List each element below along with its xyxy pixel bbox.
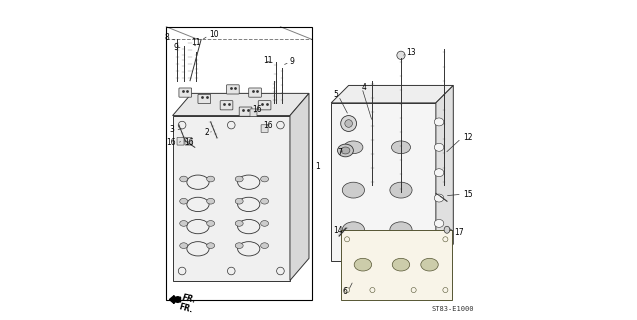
Ellipse shape <box>341 147 350 154</box>
Text: 14: 14 <box>333 226 343 235</box>
Text: 9: 9 <box>173 43 178 52</box>
Circle shape <box>345 120 352 127</box>
Ellipse shape <box>444 226 450 233</box>
Ellipse shape <box>180 198 188 204</box>
Ellipse shape <box>235 243 243 249</box>
Text: 1: 1 <box>315 163 320 172</box>
Text: 13: 13 <box>406 48 415 57</box>
Ellipse shape <box>206 176 215 182</box>
Text: 12: 12 <box>463 133 472 142</box>
Polygon shape <box>173 93 309 116</box>
Text: 4: 4 <box>361 83 366 92</box>
Ellipse shape <box>421 258 438 271</box>
FancyBboxPatch shape <box>250 109 257 116</box>
Ellipse shape <box>261 176 269 182</box>
Ellipse shape <box>434 194 444 202</box>
Ellipse shape <box>434 169 444 177</box>
Ellipse shape <box>392 141 410 154</box>
Ellipse shape <box>180 243 188 249</box>
Text: 10: 10 <box>209 30 218 39</box>
Ellipse shape <box>180 176 188 182</box>
Text: 15: 15 <box>463 190 473 199</box>
Text: FR.: FR. <box>182 293 197 304</box>
Ellipse shape <box>390 182 412 198</box>
Text: 6: 6 <box>342 287 347 296</box>
Text: 7: 7 <box>337 148 342 156</box>
Text: 16: 16 <box>252 105 262 114</box>
Circle shape <box>397 51 405 60</box>
Ellipse shape <box>235 176 243 182</box>
FancyBboxPatch shape <box>227 85 240 94</box>
FancyBboxPatch shape <box>248 88 261 97</box>
FancyBboxPatch shape <box>261 125 268 132</box>
Ellipse shape <box>434 220 444 228</box>
Ellipse shape <box>235 198 243 204</box>
Ellipse shape <box>180 220 188 226</box>
Text: 11: 11 <box>263 56 273 65</box>
Polygon shape <box>436 85 454 261</box>
Text: 3: 3 <box>169 125 175 134</box>
Ellipse shape <box>392 258 410 271</box>
Ellipse shape <box>261 198 269 204</box>
Circle shape <box>341 116 357 132</box>
Ellipse shape <box>235 220 243 226</box>
FancyBboxPatch shape <box>198 94 211 104</box>
Polygon shape <box>290 93 309 281</box>
Text: ST83-E1000: ST83-E1000 <box>431 306 473 312</box>
Polygon shape <box>331 85 454 103</box>
Ellipse shape <box>354 258 371 271</box>
Ellipse shape <box>261 220 269 226</box>
Polygon shape <box>341 230 452 300</box>
FancyBboxPatch shape <box>185 138 192 145</box>
FancyBboxPatch shape <box>220 101 233 110</box>
Ellipse shape <box>434 245 444 253</box>
FancyBboxPatch shape <box>179 88 192 97</box>
Text: 17: 17 <box>454 228 464 237</box>
Ellipse shape <box>434 118 444 126</box>
Text: 16: 16 <box>185 138 194 147</box>
Text: 9: 9 <box>289 57 294 66</box>
Text: 2: 2 <box>204 128 209 137</box>
Ellipse shape <box>206 198 215 204</box>
Text: 5: 5 <box>333 91 338 100</box>
Ellipse shape <box>390 222 412 238</box>
Ellipse shape <box>434 143 444 151</box>
FancyBboxPatch shape <box>258 101 271 110</box>
Text: 8: 8 <box>164 33 169 42</box>
FancyBboxPatch shape <box>177 138 184 145</box>
Ellipse shape <box>206 243 215 249</box>
Polygon shape <box>331 103 436 261</box>
Ellipse shape <box>342 222 364 238</box>
Text: 16: 16 <box>263 121 273 130</box>
Text: 11: 11 <box>191 38 201 47</box>
Ellipse shape <box>261 243 269 249</box>
Text: 16: 16 <box>166 138 176 147</box>
FancyBboxPatch shape <box>240 107 252 116</box>
Ellipse shape <box>344 141 363 154</box>
Ellipse shape <box>342 182 364 198</box>
FancyArrow shape <box>169 296 180 303</box>
Ellipse shape <box>338 144 354 157</box>
Polygon shape <box>173 116 290 281</box>
Text: FR.: FR. <box>177 303 193 315</box>
Ellipse shape <box>206 220 215 226</box>
